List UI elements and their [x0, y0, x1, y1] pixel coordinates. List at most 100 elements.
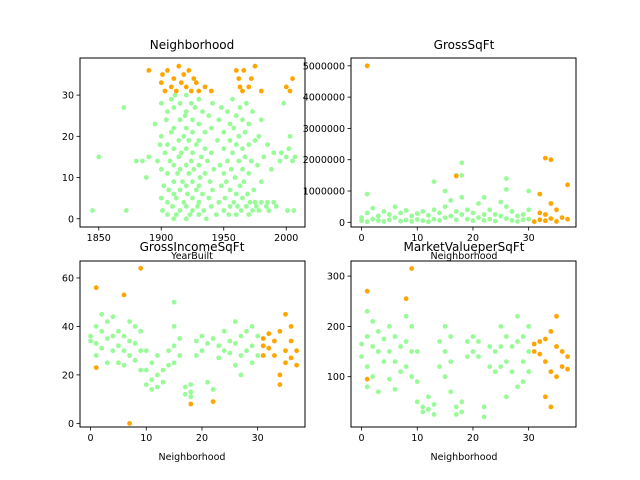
data-point [292, 154, 298, 160]
data-point [255, 353, 261, 358]
data-point [392, 359, 398, 364]
data-point [208, 88, 214, 94]
data-point [504, 204, 509, 210]
data-point [187, 212, 193, 218]
data-point [370, 344, 376, 349]
data-point [414, 217, 420, 222]
data-point [420, 218, 426, 224]
data-point [183, 109, 189, 114]
data-point [256, 208, 262, 213]
plot-frame [79, 260, 306, 428]
data-point [166, 187, 172, 193]
data-point [250, 109, 255, 114]
data-point [227, 204, 233, 209]
data-point [193, 80, 199, 86]
y-tick-label: 2000000 [303, 155, 345, 166]
x-tick-label: 0 [359, 433, 365, 444]
data-point [165, 142, 170, 148]
data-point [294, 362, 299, 368]
data-point [233, 362, 238, 368]
y-tick-label: 3000000 [303, 124, 345, 135]
data-point [359, 341, 364, 347]
data-point [437, 364, 442, 369]
data-point [192, 105, 198, 110]
data-point [509, 344, 515, 349]
data-point [227, 138, 233, 143]
data-point [186, 68, 192, 73]
data-point [165, 199, 170, 205]
data-point [190, 150, 195, 156]
data-point [387, 349, 392, 354]
data-point [476, 201, 481, 206]
data-point [548, 216, 554, 222]
data-point [481, 212, 487, 217]
data-point [240, 195, 245, 201]
data-point [465, 354, 470, 359]
data-point [246, 142, 252, 148]
data-point [459, 194, 465, 200]
data-point [498, 324, 504, 329]
data-point [487, 344, 493, 349]
data-point [375, 218, 381, 223]
data-point [160, 367, 166, 373]
data-point [183, 204, 189, 209]
data-point [178, 80, 184, 86]
data-point [173, 212, 179, 218]
data-point [165, 109, 170, 114]
axis-ticks: 0 10 20 30 0 1000000 2000000 3000000 4000000 5000… [303, 61, 535, 244]
data-point [162, 88, 168, 94]
data-point [140, 158, 145, 164]
data-point [375, 329, 381, 334]
data-point [180, 179, 185, 185]
data-point [186, 171, 192, 176]
data-point [190, 129, 195, 135]
data-point [181, 133, 187, 139]
data-point [143, 348, 149, 354]
data-point [409, 213, 415, 219]
data-point [249, 360, 255, 366]
data-point [104, 336, 110, 341]
data-point [196, 162, 202, 168]
data-point [498, 199, 504, 205]
data-point [426, 213, 431, 218]
data-point [387, 217, 392, 223]
data-point [249, 324, 255, 329]
data-point [221, 146, 227, 152]
data-point [225, 109, 230, 114]
data-point [515, 384, 520, 390]
data-point [194, 353, 199, 358]
data-point [370, 319, 376, 324]
data-point [110, 348, 116, 354]
data-point [171, 105, 177, 110]
data-point [526, 349, 532, 354]
data-point [216, 355, 222, 361]
plot-frame [79, 57, 306, 228]
data-point [403, 217, 409, 223]
data-point [121, 362, 127, 368]
data-point [227, 187, 233, 193]
data-point [238, 208, 244, 213]
data-point [236, 158, 242, 164]
data-point [509, 209, 515, 214]
plot-frame [350, 260, 577, 428]
data-point [554, 313, 559, 319]
data-point [171, 125, 177, 131]
data-point [230, 96, 235, 102]
data-point [437, 218, 442, 223]
data-point [287, 133, 293, 139]
data-point [217, 162, 223, 168]
data-point [210, 187, 215, 193]
data-point [199, 333, 205, 339]
data-point [242, 154, 248, 160]
data-point [409, 374, 415, 380]
data-point [554, 219, 559, 224]
x-axis-label: Neighborhood [431, 251, 498, 262]
data-point [515, 339, 520, 344]
data-point [221, 348, 227, 354]
data-point [375, 349, 381, 354]
y-tick-label: 20 [62, 132, 74, 143]
data-point [364, 63, 370, 69]
data-point [168, 96, 174, 102]
data-point [470, 210, 476, 216]
